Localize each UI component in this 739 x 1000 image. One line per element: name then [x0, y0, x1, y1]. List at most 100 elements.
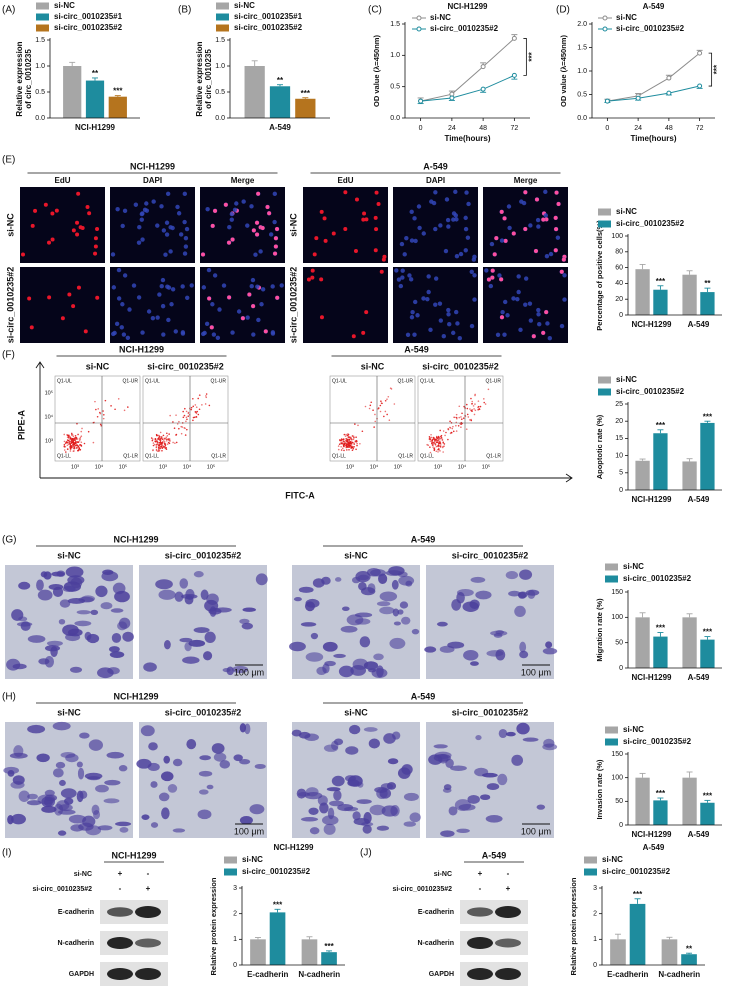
nucleus-dapi: [161, 332, 166, 337]
cell: [498, 728, 508, 739]
event: [77, 449, 80, 451]
bar: [610, 939, 626, 965]
event: [439, 442, 442, 445]
nucleus-edu: [523, 190, 528, 195]
nucleus-dapi: [450, 330, 456, 336]
x-tick-label: 10⁵: [482, 463, 490, 470]
nucleus-dapi: [183, 244, 189, 249]
event: [436, 445, 439, 448]
cell: [381, 805, 398, 817]
cell: [67, 597, 86, 604]
cell: [37, 589, 53, 601]
point: [511, 72, 517, 78]
legend-label: si-circ_0010235#2: [623, 737, 692, 746]
nucleus-dapi: [421, 296, 426, 301]
significance-label: **: [92, 69, 99, 78]
cell: [376, 601, 391, 607]
event: [162, 434, 165, 437]
nucleus-edu: [490, 268, 495, 273]
bar: [108, 96, 127, 118]
cell: [115, 821, 132, 827]
cell: [107, 667, 120, 675]
row-label: si-NC: [5, 213, 15, 237]
event: [487, 388, 490, 391]
cell: [140, 725, 155, 737]
nucleus-dapi: [245, 223, 250, 228]
event: [430, 436, 433, 439]
event: [156, 443, 158, 446]
group-header: A-549: [404, 344, 429, 354]
event: [455, 430, 458, 432]
event: [157, 445, 160, 447]
nucleus-dapi: [472, 297, 477, 302]
event: [460, 423, 462, 426]
cell: [334, 577, 342, 582]
event: [440, 436, 443, 439]
event: [442, 430, 445, 432]
event: [151, 438, 154, 440]
legend-swatch: [36, 2, 49, 10]
nucleus-dapi: [112, 330, 117, 336]
group-header: NCI-H1299: [111, 850, 156, 860]
event: [78, 446, 81, 449]
cell: [219, 760, 231, 769]
event: [462, 417, 465, 419]
nucleus-dapi: [210, 302, 215, 307]
nucleus-dapi: [455, 321, 460, 326]
nucleus-edu: [223, 202, 228, 207]
significance-label: ***: [656, 624, 666, 633]
nucleus-dapi: [426, 289, 431, 295]
cell: [26, 800, 42, 806]
event: [357, 424, 359, 427]
legend-label: si-NC: [602, 855, 623, 864]
cell: [38, 658, 50, 665]
event: [346, 444, 349, 447]
legend-label: si-NC: [616, 13, 637, 22]
cell: [65, 566, 84, 578]
event: [345, 444, 347, 447]
bar: [653, 433, 668, 490]
protein-label: GAPDH: [429, 971, 454, 978]
event: [467, 416, 470, 418]
flow-plot: [417, 375, 504, 462]
cell: [41, 796, 53, 808]
event: [194, 404, 197, 406]
cell: [357, 781, 364, 788]
cell: [111, 632, 122, 643]
bar: [635, 460, 650, 490]
nucleus-edu: [553, 215, 558, 220]
event: [96, 415, 99, 418]
bar: [295, 98, 316, 118]
cell: [64, 797, 74, 805]
event: [436, 441, 439, 443]
event: [69, 448, 72, 450]
event: [343, 433, 346, 436]
nucleus-dapi: [250, 277, 256, 283]
nucleus-dapi: [505, 313, 510, 318]
event: [156, 439, 158, 442]
event: [461, 412, 463, 415]
event: [178, 427, 180, 430]
nucleus-edu: [33, 208, 38, 213]
cell: [362, 824, 372, 834]
nucleus-edu: [75, 232, 80, 237]
cell: [450, 765, 467, 771]
event: [80, 430, 83, 433]
nucleus-edu: [85, 204, 90, 209]
cell: [397, 767, 411, 779]
bar: [682, 461, 697, 490]
column-label: EdU: [55, 176, 71, 185]
event: [155, 440, 157, 443]
nucleus-dapi: [227, 225, 232, 230]
event: [151, 439, 154, 442]
nucleus-edu: [351, 334, 356, 339]
event: [470, 397, 472, 400]
event: [73, 442, 75, 444]
cell: [18, 616, 28, 622]
nucleus-dapi: [168, 249, 173, 254]
cell: [109, 651, 125, 659]
event: [483, 398, 485, 400]
nucleus-dapi: [453, 213, 459, 218]
nucleus-dapi: [155, 315, 160, 320]
event: [345, 437, 347, 440]
